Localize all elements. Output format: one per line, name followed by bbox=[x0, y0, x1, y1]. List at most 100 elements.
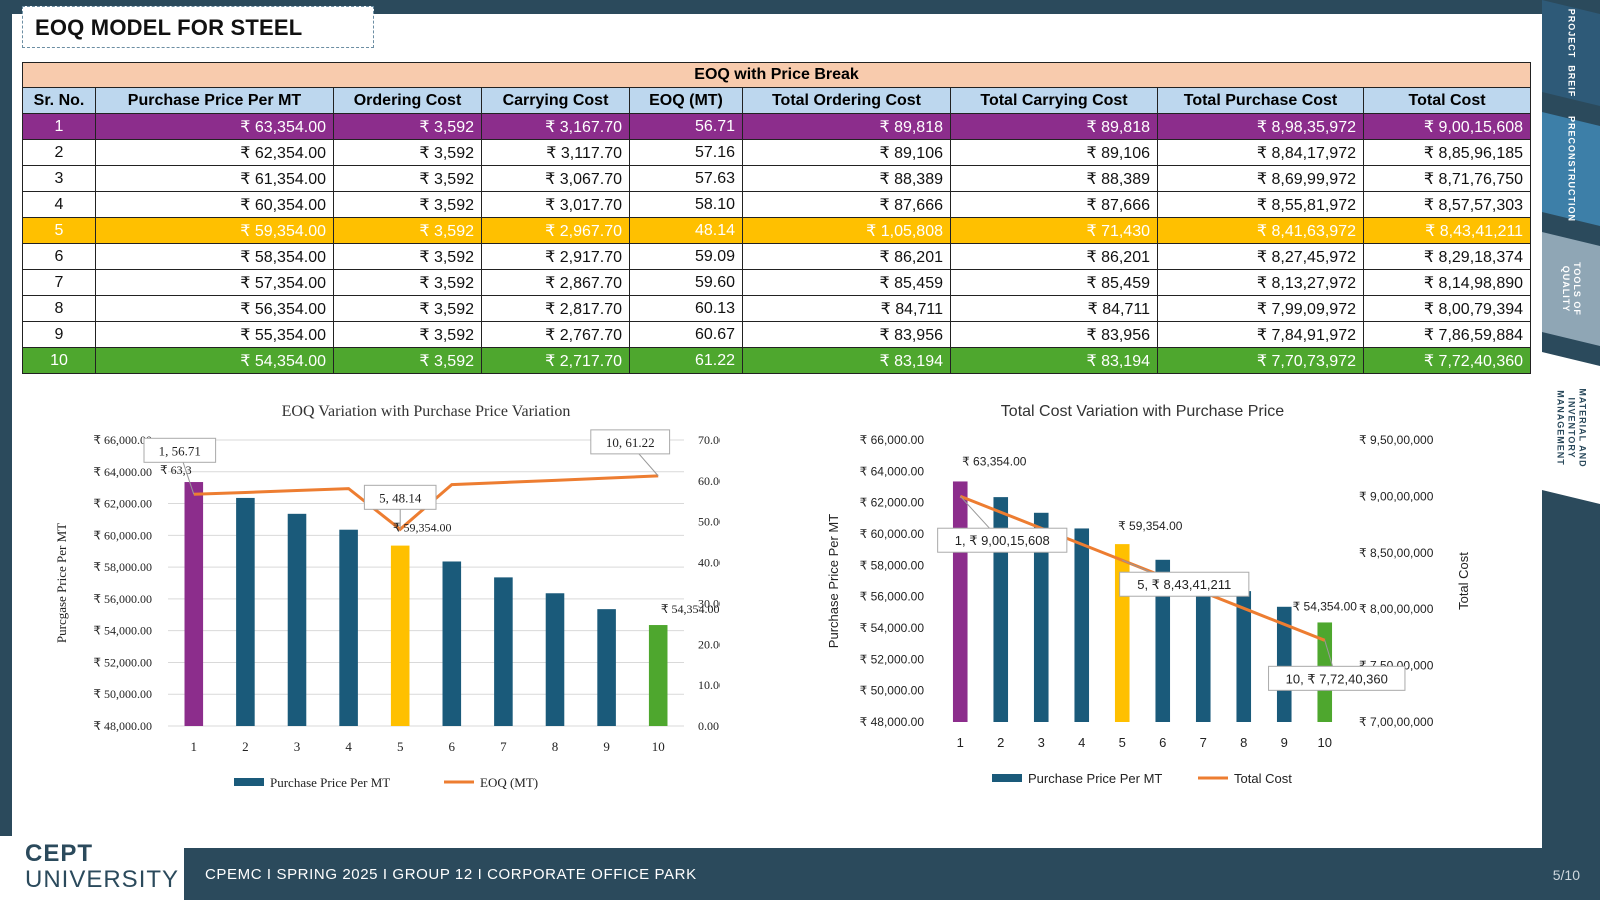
table-cell: ₹ 8,98,35,972 bbox=[1157, 113, 1364, 140]
nav-tab[interactable]: PROJECT BREIF bbox=[1542, 0, 1600, 106]
y2-tick-label: ₹ 9,50,00,000 bbox=[1359, 433, 1434, 447]
y-tick-label: ₹ 60,000.00 bbox=[93, 528, 152, 542]
table-row: 5 ₹ 59,354.00 ₹ 3,592 ₹ 2,967.70 48.14 ₹ 1,05… bbox=[22, 217, 1532, 244]
table-cell: ₹ 7,86,59,884 bbox=[1362, 321, 1532, 348]
footer-bar: CPEMC I SPRING 2025 I GROUP 12 I CORPORA… bbox=[0, 848, 1600, 900]
table-body: 1 ₹ 63,354.00 ₹ 3,592 ₹ 3,167.70 56.71 ₹ 89,8… bbox=[22, 113, 1532, 374]
table-cell: ₹ 87,666 bbox=[950, 191, 1158, 218]
bar bbox=[597, 609, 616, 726]
table-cell: 57.63 bbox=[629, 165, 743, 192]
table-cell: 59.60 bbox=[629, 269, 743, 296]
table-cell: 58.10 bbox=[629, 191, 743, 218]
x-tick-label: 9 bbox=[1281, 735, 1288, 750]
table-row: 9 ₹ 55,354.00 ₹ 3,592 ₹ 2,767.70 60.67 ₹ 83,9… bbox=[22, 321, 1532, 348]
table-cell: 2 bbox=[22, 139, 96, 166]
table-header-row: Sr. No. Purchase Price Per MT Ordering Cos… bbox=[22, 87, 1532, 114]
nav-tab-label: MATERIAL AND INVENTORY MANAGEMENT bbox=[1555, 388, 1588, 468]
table-header-cell: Total Ordering Cost bbox=[742, 87, 951, 114]
y-tick-label: ₹ 64,000.00 bbox=[860, 464, 925, 478]
y-tick-label: ₹ 54,000.00 bbox=[860, 621, 925, 635]
data-label: 1, ₹ 9,00,15,608 bbox=[955, 533, 1050, 548]
bar bbox=[545, 593, 565, 726]
table-cell: ₹ 86,201 bbox=[950, 243, 1158, 270]
table-cell: 60.67 bbox=[629, 321, 743, 348]
x-tick-label: 5 bbox=[397, 739, 404, 754]
title-box: EOQ MODEL FOR STEEL bbox=[22, 6, 374, 48]
table-cell: ₹ 56,354.00 bbox=[95, 295, 334, 322]
table-cell: ₹ 8,85,96,185 bbox=[1362, 139, 1532, 166]
footer-text: CPEMC I SPRING 2025 I GROUP 12 I CORPORA… bbox=[205, 866, 697, 883]
eoq-variation-chart: EOQ Variation with Purchase Price Variat… bbox=[54, 403, 720, 790]
legend-label: Purchase Price Per MT bbox=[270, 775, 390, 790]
table-cell: ₹ 2,817.70 bbox=[481, 295, 630, 322]
y2-tick-label: 40.00 bbox=[698, 556, 720, 570]
bar bbox=[1236, 591, 1252, 722]
nav-tab[interactable]: MATERIAL AND INVENTORY MANAGEMENT bbox=[1542, 352, 1600, 504]
table-cell: ₹ 3,067.70 bbox=[481, 165, 630, 192]
table-cell: 3 bbox=[22, 165, 96, 192]
table-cell: ₹ 3,592 bbox=[333, 165, 482, 192]
table-header-cell: Purchase Price Per MT bbox=[95, 87, 334, 114]
table-cell: ₹ 8,29,18,374 bbox=[1362, 243, 1532, 270]
y2-tick-label: ₹ 8,50,00,000 bbox=[1359, 546, 1434, 560]
y-axis-label: Purchase Price Per MT bbox=[826, 514, 841, 648]
chart-title: Total Cost Variation with Purchase Price bbox=[1001, 403, 1284, 420]
y-tick-label: ₹ 64,000.00 bbox=[93, 465, 152, 479]
bar bbox=[236, 497, 255, 726]
table-cell: ₹ 59,354.00 bbox=[95, 217, 334, 244]
table-cell: ₹ 63,354.00 bbox=[95, 113, 334, 140]
x-tick-label: 2 bbox=[997, 735, 1004, 750]
page-title: EOQ MODEL FOR STEEL bbox=[35, 15, 303, 40]
table-cell: ₹ 88,389 bbox=[950, 165, 1158, 192]
x-tick-label: 7 bbox=[500, 739, 507, 754]
table-cell: 48.14 bbox=[629, 217, 743, 244]
table-cell: ₹ 3,592 bbox=[333, 243, 482, 270]
table-row: 7 ₹ 57,354.00 ₹ 3,592 ₹ 2,867.70 59.60 ₹ 85,4… bbox=[22, 269, 1532, 296]
table-cell: ₹ 2,967.70 bbox=[481, 217, 630, 244]
table-header-cell: Sr. No. bbox=[22, 87, 96, 114]
table-cell: ₹ 84,711 bbox=[742, 295, 951, 322]
table-row: 1 ₹ 63,354.00 ₹ 3,592 ₹ 3,167.70 56.71 ₹ 89,8… bbox=[22, 113, 1532, 140]
nav-tab[interactable]: TOOLS OF QUALITY bbox=[1542, 232, 1600, 346]
table-cell: 10 bbox=[22, 347, 96, 374]
y-tick-label: ₹ 48,000.00 bbox=[860, 715, 925, 729]
table-cell: 57.16 bbox=[629, 139, 743, 166]
table-cell: 56.71 bbox=[629, 113, 743, 140]
table-cell: 8 bbox=[22, 295, 96, 322]
x-tick-label: 8 bbox=[552, 739, 559, 754]
table-cell: ₹ 8,27,45,972 bbox=[1157, 243, 1364, 270]
x-tick-label: 6 bbox=[449, 739, 456, 754]
table-cell: ₹ 8,69,99,972 bbox=[1157, 165, 1364, 192]
nav-tab[interactable]: PRECONSTRUCTION bbox=[1542, 112, 1600, 226]
bar bbox=[1195, 575, 1211, 722]
callout-box bbox=[590, 429, 671, 455]
table-cell: ₹ 3,167.70 bbox=[481, 113, 630, 140]
bar bbox=[993, 497, 1009, 722]
table-cell: ₹ 3,592 bbox=[333, 191, 482, 218]
x-tick-label: 4 bbox=[345, 739, 352, 754]
legend-swatch bbox=[234, 778, 264, 786]
x-tick-label: 1 bbox=[191, 739, 198, 754]
y-tick-label: ₹ 52,000.00 bbox=[93, 655, 152, 669]
table-header-cell: Ordering Cost bbox=[333, 87, 482, 114]
table-cell: ₹ 86,201 bbox=[742, 243, 951, 270]
y-tick-label: ₹ 62,000.00 bbox=[93, 497, 152, 511]
bar bbox=[442, 561, 462, 726]
table-row: 8 ₹ 56,354.00 ₹ 3,592 ₹ 2,817.70 60.13 ₹ 84,7… bbox=[22, 295, 1532, 322]
table-cell: ₹ 84,711 bbox=[950, 295, 1158, 322]
callout-box bbox=[1268, 665, 1406, 691]
bar bbox=[339, 529, 358, 726]
y2-tick-label: ₹ 7,00,00,000 bbox=[1359, 715, 1434, 729]
bar bbox=[952, 481, 968, 722]
table-cell: ₹ 7,99,09,972 bbox=[1157, 295, 1364, 322]
legend-swatch bbox=[992, 774, 1022, 782]
table-cell: ₹ 3,592 bbox=[333, 113, 482, 140]
x-tick-label: 9 bbox=[603, 739, 610, 754]
total-cost-variation-chart: Total Cost Variation with Purchase Price… bbox=[826, 403, 1471, 786]
table-cell: ₹ 62,354.00 bbox=[95, 139, 334, 166]
table-cell: ₹ 8,13,27,972 bbox=[1157, 269, 1364, 296]
table-cell: ₹ 2,717.70 bbox=[481, 347, 630, 374]
table-cell: ₹ 3,117.70 bbox=[481, 139, 630, 166]
logo-text-university: UNIVERSITY bbox=[25, 866, 180, 893]
x-tick-label: 10 bbox=[1318, 735, 1332, 750]
